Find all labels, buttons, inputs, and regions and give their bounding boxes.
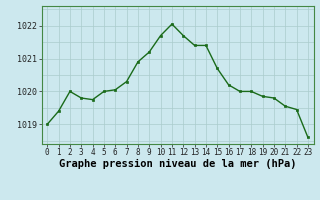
X-axis label: Graphe pression niveau de la mer (hPa): Graphe pression niveau de la mer (hPa) xyxy=(59,159,296,169)
